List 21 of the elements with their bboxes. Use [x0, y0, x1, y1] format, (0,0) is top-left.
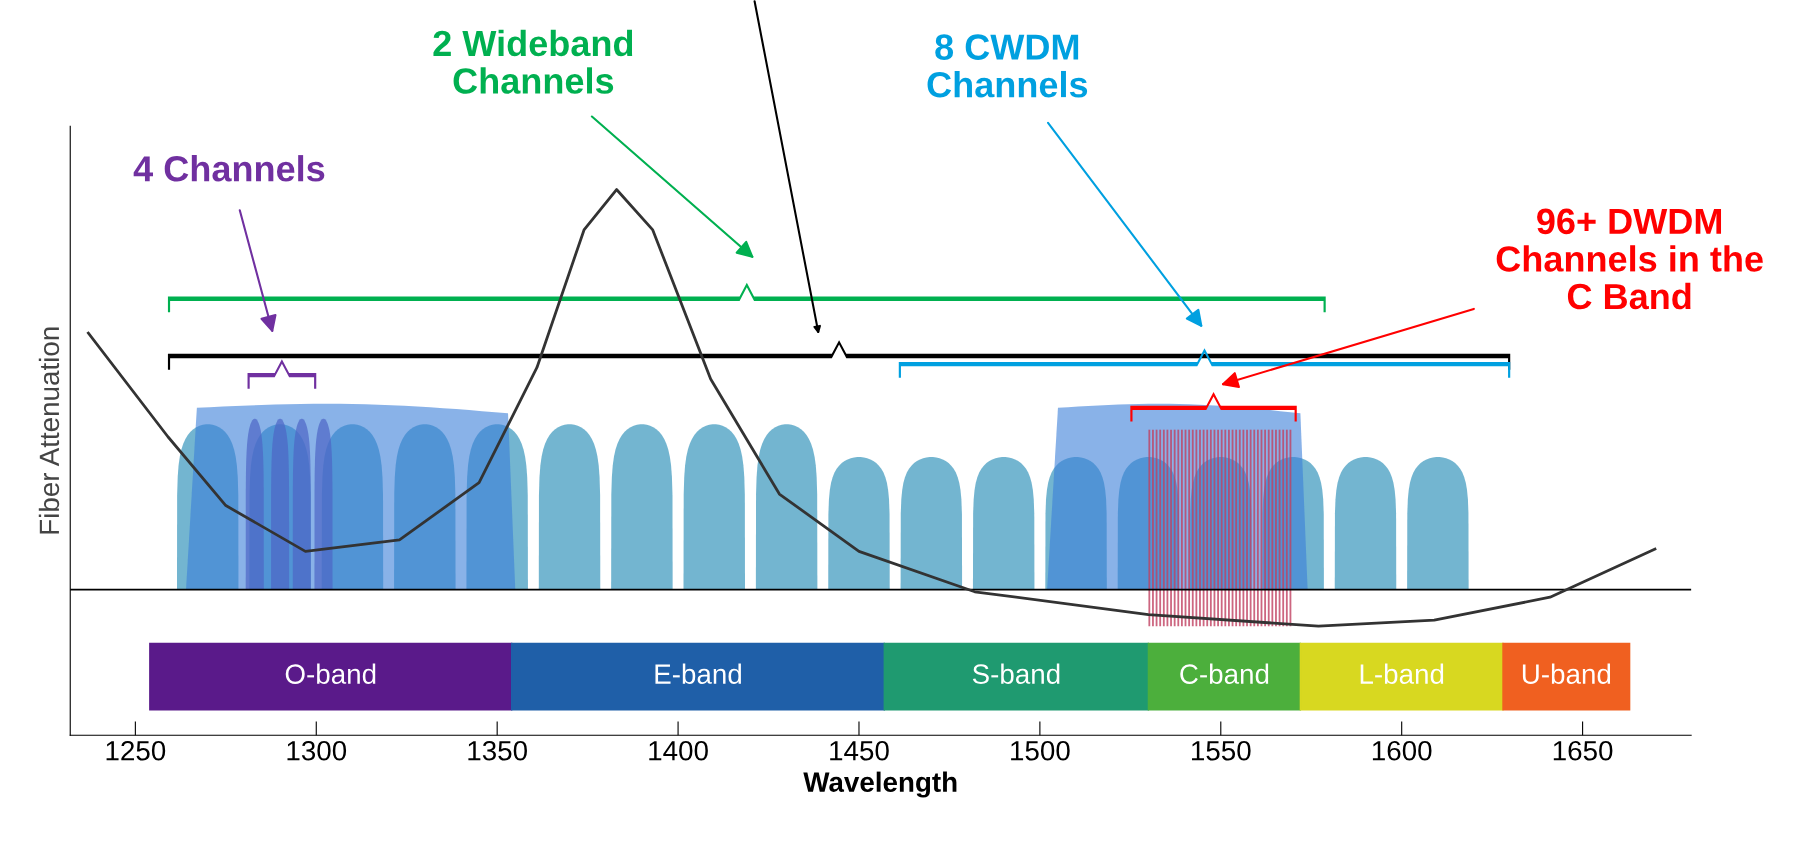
- x-tick-label: 1500: [1011, 740, 1070, 761]
- x-tick-label: 1250: [106, 740, 166, 761]
- text: 8 CWDM Channels: [927, 34, 1088, 98]
- x-tick-label: 1550: [1192, 740, 1251, 761]
- x-tick-label: 1450: [830, 740, 889, 761]
- x-tick-label: 1600: [1372, 740, 1432, 761]
- band-label: O-band: [285, 663, 376, 684]
- text: 2 Wideband Channels: [433, 29, 633, 94]
- band-label: E-band: [655, 663, 741, 684]
- band-label: U-band: [1522, 663, 1611, 684]
- text: 4 Channels: [133, 155, 325, 182]
- band-label: C-band: [1180, 663, 1269, 684]
- x-tick-label: 1650: [1553, 740, 1613, 761]
- annotation: 96+ DWDM Channels in the C Band: [1496, 208, 1763, 310]
- band-label: S-band: [972, 663, 1060, 684]
- x-tick-label: 1400: [649, 740, 708, 761]
- x-tick-label: 1300: [287, 740, 347, 761]
- band-label: L-band: [1360, 663, 1444, 684]
- x-axis-title: Wavelength: [803, 771, 957, 798]
- y-axis-title: Fiber Attenuation: [38, 327, 60, 534]
- x-tick-label: 1350: [468, 740, 527, 761]
